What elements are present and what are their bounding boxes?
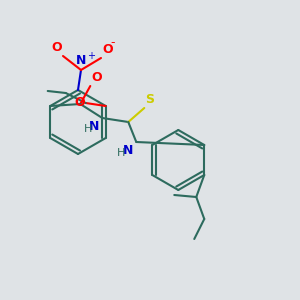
Text: S: S: [145, 93, 154, 106]
Text: H: H: [84, 124, 92, 134]
Text: -: -: [110, 36, 115, 49]
Text: O: O: [102, 43, 112, 56]
Text: H: H: [117, 148, 125, 158]
Text: +: +: [87, 51, 95, 61]
Text: O: O: [74, 95, 85, 109]
Text: N: N: [89, 120, 99, 133]
Text: N: N: [123, 144, 133, 157]
Text: O: O: [91, 71, 102, 84]
Text: N: N: [76, 54, 86, 67]
Text: O: O: [51, 41, 62, 54]
